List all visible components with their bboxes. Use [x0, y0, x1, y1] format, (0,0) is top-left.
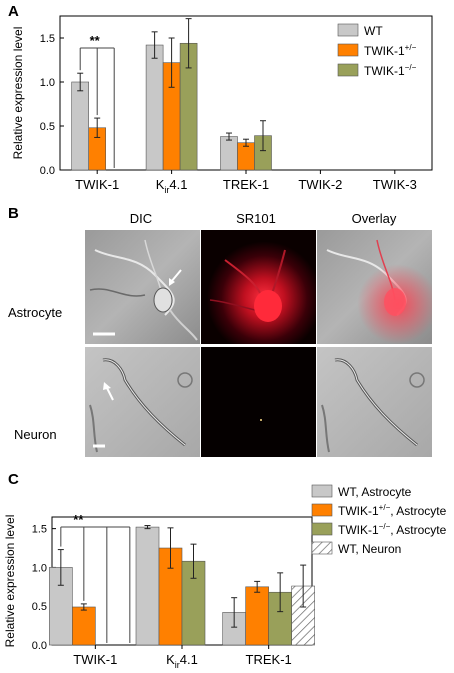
neuron-sr101-image — [201, 347, 316, 457]
bar — [145, 44, 164, 171]
legend-swatch — [311, 484, 333, 498]
x-tick-label: Kir4.1 — [156, 177, 188, 195]
legend-swatch — [311, 522, 333, 536]
significance-label: ** — [73, 512, 84, 527]
panel-letter-c: C — [8, 471, 19, 488]
x-tick-label: TREK-1 — [223, 177, 269, 192]
legend-label: WT, Neuron — [338, 542, 401, 556]
legend-swatch — [337, 23, 359, 37]
x-tick-label: TREK-1 — [246, 652, 292, 667]
col-header-dic: DIC — [129, 211, 153, 226]
chart-panel-c: 0.0 0.5 1.0 1.5 Relative expression level TWI… — [3, 484, 447, 670]
bar — [220, 136, 238, 171]
arrow-icon — [106, 387, 114, 401]
bar — [72, 606, 96, 646]
col-header-overlay: Overlay — [351, 211, 397, 226]
significance-label: ** — [90, 33, 101, 48]
legend-label: TWIK-1+/−, Astrocyte — [338, 503, 447, 518]
legend-label: WT, Astrocyte — [338, 485, 412, 499]
legend-swatch — [311, 541, 333, 555]
legend-label: TWIK-1+/− — [364, 43, 417, 58]
astrocyte-sr101-image — [201, 230, 316, 344]
panel-letter-a: A — [8, 3, 19, 20]
neuron-dic-image — [85, 347, 200, 457]
micrograph-grid — [85, 230, 432, 457]
astrocyte-overlay-image — [317, 230, 432, 344]
y-tick-label: 0.0 — [40, 165, 55, 177]
legend-label: WT — [364, 24, 383, 38]
col-header-sr101: SR101 — [236, 211, 276, 226]
legend-swatch — [337, 43, 359, 57]
row-label-astrocyte: Astrocyte — [8, 305, 63, 320]
x-tick-label: TWIK-1 — [75, 177, 119, 192]
astrocyte-dic-image — [85, 230, 200, 344]
legend-swatch — [311, 503, 333, 517]
panel-letter-b: B — [8, 205, 19, 222]
x-tick-label: TWIK-1 — [73, 652, 117, 667]
legend-swatch — [337, 63, 359, 77]
neuron-overlay-image — [317, 347, 432, 457]
x-tick-label: Kir4.1 — [166, 652, 198, 670]
bar — [135, 526, 160, 646]
legend-label: TWIK-1−/−, Astrocyte — [338, 522, 447, 537]
legend-label: TWIK-1−/− — [364, 63, 417, 78]
bar — [245, 586, 269, 646]
arrow-icon — [170, 269, 182, 283]
y-tick-label: 0.5 — [32, 601, 47, 613]
x-tick-label: TWIK-2 — [298, 177, 342, 192]
y-tick-label: 0.0 — [32, 640, 47, 652]
bar — [71, 81, 89, 171]
chart-panel-a: 0.0 0.5 1.0 1.5 Relative expression level TWI… — [11, 15, 433, 195]
y-axis-label: Relative expression level — [11, 27, 25, 160]
bar — [237, 142, 255, 171]
row-label-neuron: Neuron — [14, 427, 57, 442]
y-tick-label: 1.5 — [40, 33, 55, 45]
x-tick-label: TWIK-3 — [373, 177, 417, 192]
y-tick-label: 1.0 — [40, 77, 55, 89]
y-tick-label: 1.0 — [32, 562, 47, 574]
y-tick-label: 1.5 — [32, 524, 47, 536]
y-axis-label: Relative expression level — [3, 515, 17, 648]
y-tick-label: 0.5 — [40, 121, 55, 133]
